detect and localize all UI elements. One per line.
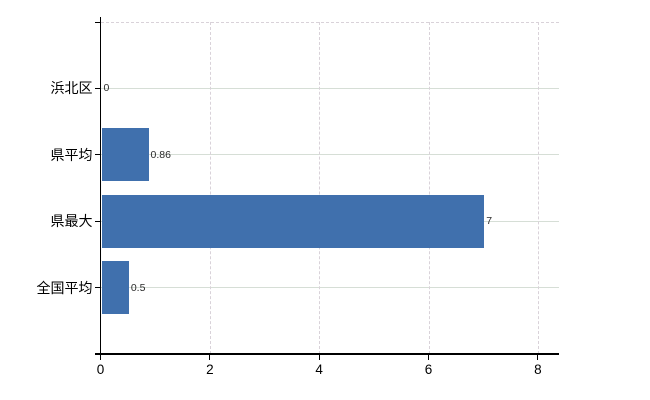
h-gridline <box>100 154 559 156</box>
category-label: 全国平均 <box>36 279 93 296</box>
y-axis-tick <box>94 287 101 289</box>
value-label: 7 <box>486 215 493 228</box>
y-axis-tick <box>94 87 101 89</box>
h-gridline <box>100 87 559 89</box>
v-gridline <box>319 22 321 354</box>
value-label: 0.86 <box>150 148 171 161</box>
value-label: 0 <box>103 82 110 95</box>
x-axis-line <box>94 353 559 355</box>
x-axis-tick <box>209 354 211 360</box>
x-tick-label: 8 <box>534 362 542 377</box>
v-gridline <box>537 22 539 354</box>
v-gridline <box>209 22 211 354</box>
x-tick-label: 4 <box>315 362 323 377</box>
value-label: 0.5 <box>130 281 146 294</box>
h-gridline <box>100 287 559 289</box>
x-tick-label: 6 <box>424 362 433 377</box>
y-axis-tick <box>94 220 101 222</box>
category-label: 県平均 <box>50 146 93 163</box>
bar <box>101 128 149 182</box>
bar <box>101 194 485 248</box>
x-tick-label: 2 <box>206 362 214 377</box>
x-axis-tick <box>100 354 101 360</box>
category-label: 県最大 <box>50 213 93 230</box>
v-gridline <box>428 22 430 354</box>
y-axis-tick <box>94 22 101 23</box>
y-axis-tick <box>94 154 101 156</box>
bar <box>101 261 129 315</box>
plot-area-top-border <box>100 22 559 23</box>
x-tick-label: 0 <box>96 362 105 377</box>
x-axis-tick <box>428 354 430 360</box>
x-axis-tick <box>537 354 539 360</box>
y-axis-line <box>99 17 102 355</box>
category-label: 浜北区 <box>50 80 93 97</box>
x-axis-tick <box>318 354 320 360</box>
